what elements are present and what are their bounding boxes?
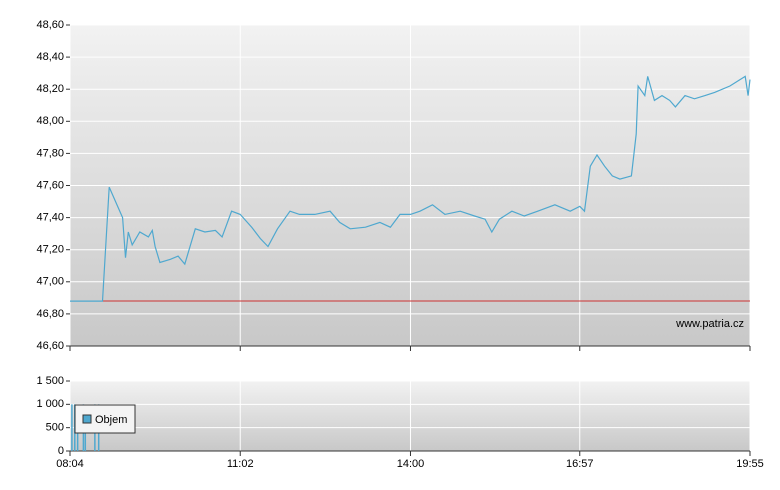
watermark: www.patria.cz bbox=[675, 318, 744, 330]
y-tick-label: 47,40 bbox=[36, 212, 64, 224]
y-tick-label: 46,60 bbox=[36, 340, 64, 352]
legend-label: Objem bbox=[95, 414, 127, 426]
y-tick-label: 47,20 bbox=[36, 244, 64, 256]
y-tick-label: 47,80 bbox=[36, 147, 64, 159]
y-tick-label: 47,60 bbox=[36, 179, 64, 191]
y-tick-label: 48,00 bbox=[36, 115, 64, 127]
price-line bbox=[70, 75, 751, 302]
x-tick-label: 16:57 bbox=[566, 458, 594, 470]
y-tick-label: 48,60 bbox=[36, 19, 64, 31]
legend-swatch bbox=[82, 414, 92, 424]
y-tick-label: 1 500 bbox=[36, 375, 64, 387]
y-tick-label: 48,40 bbox=[36, 51, 64, 63]
x-tick-label: 19:55 bbox=[736, 458, 764, 470]
y-tick-label: 0 bbox=[58, 445, 64, 457]
volume-bar bbox=[71, 404, 73, 451]
x-tick-label: 08:04 bbox=[56, 458, 84, 470]
y-tick-label: 46,80 bbox=[36, 308, 64, 320]
y-tick-label: 48,20 bbox=[36, 83, 64, 95]
y-tick-label: 47,00 bbox=[36, 276, 64, 288]
y-tick-label: 1 000 bbox=[36, 398, 64, 410]
x-tick-label: 11:02 bbox=[227, 458, 254, 470]
x-tick-label: 14:00 bbox=[397, 458, 425, 470]
y-tick-label: 500 bbox=[46, 422, 64, 434]
